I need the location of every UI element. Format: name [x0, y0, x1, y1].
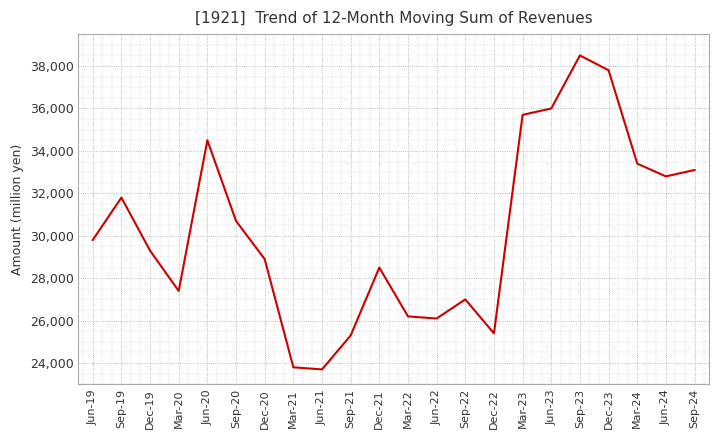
Y-axis label: Amount (million yen): Amount (million yen): [11, 143, 24, 275]
Title: [1921]  Trend of 12-Month Moving Sum of Revenues: [1921] Trend of 12-Month Moving Sum of R…: [195, 11, 593, 26]
